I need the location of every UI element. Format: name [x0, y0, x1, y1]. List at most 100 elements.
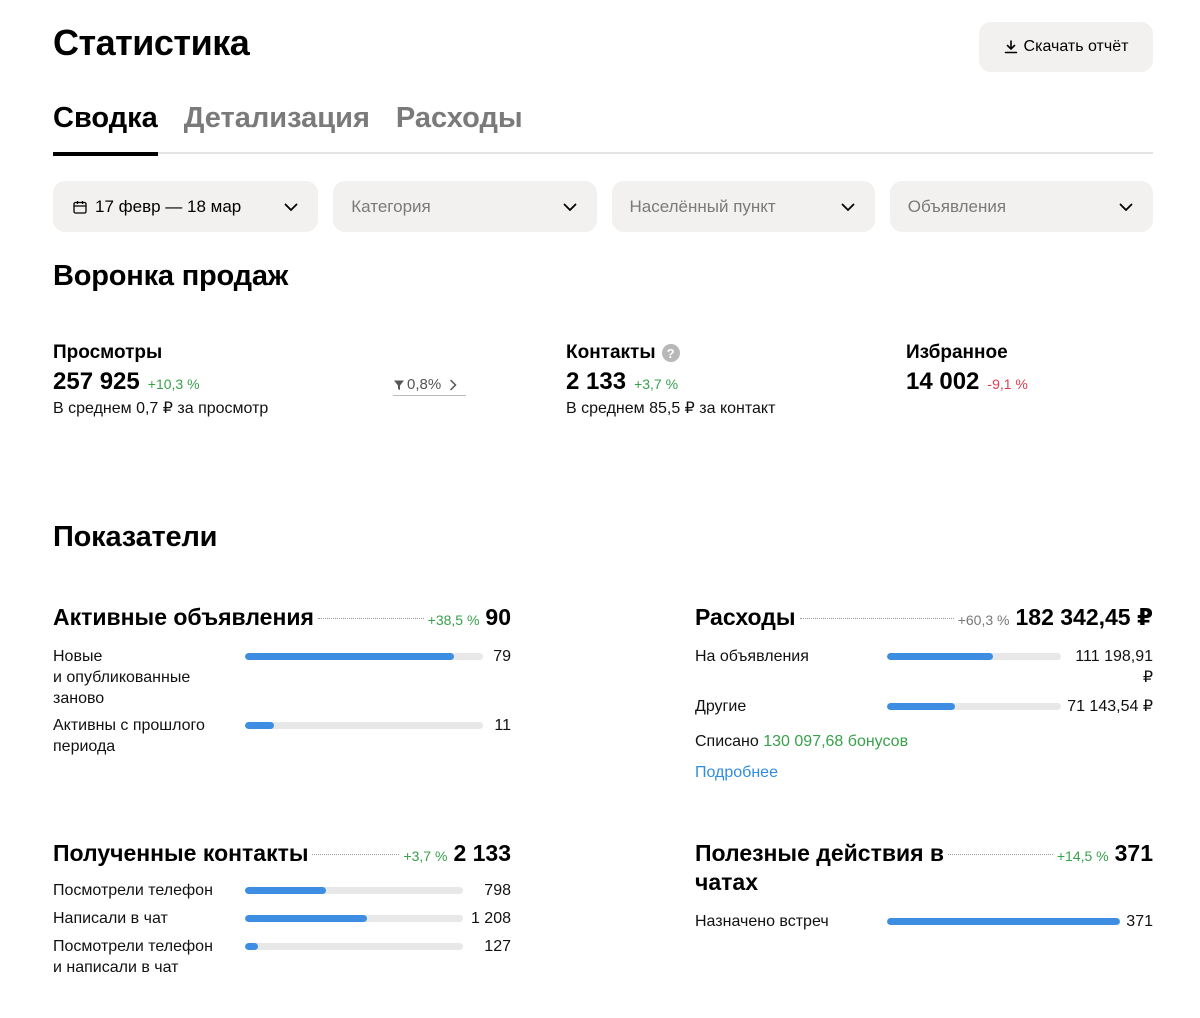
- views-value: 257 925: [53, 368, 140, 395]
- funnel-title: Воронка продаж: [53, 260, 289, 292]
- favorites-value-row: 14 002 -9,1 %: [906, 368, 1028, 396]
- favorites-delta: -9,1 %: [987, 376, 1028, 392]
- table-row: Назначено встреч 371: [695, 911, 1153, 932]
- views-avg-cost: В среднем 0,7 ₽ за просмотр: [53, 400, 269, 417]
- row-label: Активны с прошлого периода: [53, 715, 245, 757]
- expenses-title: Расходы: [695, 604, 796, 630]
- row-value: 11: [494, 717, 511, 734]
- contacts-delta: +3,7 %: [634, 376, 679, 392]
- row-value: 1 208: [470, 910, 511, 927]
- filter-bar: 17 февр — 18 мар Категория Населённый пу…: [53, 181, 1153, 232]
- favorites-value: 14 002: [906, 368, 980, 395]
- tab-bar: Сводка Детализация Расходы: [53, 98, 1153, 156]
- row-value: 71 143,54 ₽: [1067, 698, 1153, 715]
- tab-expenses[interactable]: Расходы: [395, 102, 523, 134]
- dotted-leader: [799, 618, 954, 619]
- progress-fill: [887, 703, 955, 710]
- table-row: Посмотрели телефон и написали в чат 127: [53, 936, 511, 978]
- views-value-row: 257 925 +10,3 %: [53, 368, 268, 396]
- table-row: Посмотрели телефон 798: [53, 880, 511, 901]
- row-value: 127: [484, 938, 511, 955]
- progress-bar: [245, 722, 483, 729]
- more-link[interactable]: Подробнее: [695, 764, 778, 781]
- conversion-value: 0,8%: [407, 376, 442, 393]
- expenses-rows: На объявления 111 198,91 ₽ Другие 71 143…: [695, 646, 1153, 717]
- favorites-metric: Избранное 14 002 -9,1 %: [906, 342, 1028, 396]
- download-report-label: Скачать отчёт: [1023, 38, 1129, 55]
- favorites-label: Избранное: [906, 342, 1008, 363]
- received-contacts-title: Полученные контакты: [53, 840, 309, 866]
- location-select[interactable]: Населённый пункт: [611, 181, 875, 232]
- expenses-total: 182 342,45 ₽: [1015, 604, 1153, 630]
- row-label-line: Новые: [53, 648, 103, 665]
- table-row: Написали в чат 1 208: [53, 908, 511, 929]
- progress-bar: [887, 703, 1061, 710]
- chevron-down-icon: [1119, 203, 1133, 211]
- row-label: Новые и опубликованные заново: [53, 646, 245, 709]
- row-label-line: Посмотрели телефон: [53, 938, 213, 955]
- date-range-select[interactable]: 17 февр — 18 мар: [53, 181, 319, 232]
- download-report-button[interactable]: Скачать отчёт: [979, 22, 1153, 72]
- row-label: Посмотрели телефон: [53, 882, 213, 899]
- funnel-filter-icon: [394, 380, 404, 390]
- row-label: На объявления: [695, 648, 809, 665]
- row-label-line: и опубликованные: [53, 669, 191, 686]
- dotted-leader: [948, 854, 1053, 855]
- progress-bar: [887, 653, 1061, 660]
- row-value: 79: [493, 648, 511, 665]
- progress-fill: [245, 943, 259, 950]
- table-row: Активны с прошлого периода 11: [53, 715, 511, 757]
- category-select[interactable]: Категория: [333, 181, 597, 232]
- metrics-title: Показатели: [53, 521, 218, 553]
- row-value: 111 198,91 ₽: [1075, 648, 1153, 686]
- views-delta: +10,3 %: [147, 376, 200, 392]
- chat-actions-rows: Назначено встреч 371: [695, 911, 1153, 932]
- dotted-leader: [312, 854, 400, 855]
- category-placeholder: Категория: [351, 196, 431, 216]
- expenses-header: Расходы +60,3 % 182 342,45 ₽: [695, 603, 1153, 632]
- expenses-delta: +60,3 %: [957, 612, 1010, 628]
- row-label: Написали в чат: [53, 910, 168, 927]
- row-label: Посмотрели телефон и написали в чат: [53, 936, 245, 978]
- tab-summary[interactable]: Сводка: [53, 98, 158, 156]
- progress-fill: [245, 887, 326, 894]
- contacts-metric: Контакты ? 2 133 +3,7 % В среднем 85,5 ₽…: [566, 342, 775, 418]
- chat-actions-title: Полезные действия в: [695, 840, 945, 866]
- row-label-line: заново: [53, 690, 105, 707]
- chat-actions-title-cont: чатах: [695, 869, 758, 895]
- ads-placeholder: Объявления: [907, 196, 1007, 216]
- row-label-line: Активны с прошлого: [53, 717, 205, 734]
- row-label-line: периода: [53, 738, 116, 755]
- download-icon: [1004, 40, 1017, 54]
- date-range-value: 17 февр — 18 мар: [95, 196, 242, 216]
- progress-fill: [245, 722, 274, 729]
- conversion-link[interactable]: 0,8%: [393, 376, 466, 396]
- chevron-down-icon: [563, 203, 576, 211]
- help-icon[interactable]: ?: [661, 344, 680, 362]
- bonus-prefix: Списано: [695, 733, 759, 750]
- table-row: На объявления 111 198,91 ₽: [695, 646, 1153, 688]
- progress-bar: [245, 653, 483, 660]
- row-value: 371: [1126, 913, 1153, 930]
- active-ads-rows: Новые и опубликованные заново 79 Активны…: [53, 646, 511, 757]
- views-metric: Просмотры 257 925 +10,3 % В среднем 0,7 …: [53, 342, 268, 418]
- table-row: Новые и опубликованные заново 79: [53, 646, 511, 709]
- tab-details[interactable]: Детализация: [183, 102, 370, 134]
- progress-bar: [245, 887, 463, 894]
- active-ads-delta: +38,5 %: [427, 612, 480, 628]
- received-contacts-rows: Посмотрели телефон 798 Написали в чат 1 …: [53, 880, 511, 978]
- row-label: Другие: [695, 698, 747, 715]
- chevron-down-icon: [284, 203, 298, 211]
- chat-actions-block: Полезные действия в +14,5 % 371 чатах На…: [695, 839, 1153, 932]
- chat-actions-delta: +14,5 %: [1056, 848, 1109, 864]
- contacts-value: 2 133: [566, 368, 627, 395]
- progress-bar: [245, 915, 463, 922]
- received-contacts-block: Полученные контакты +3,7 % 2 133 Посмотр…: [53, 839, 511, 978]
- location-placeholder: Населённый пункт: [629, 196, 776, 216]
- bonus-value: 130 097,68 бонусов: [763, 733, 909, 750]
- ads-select[interactable]: Объявления: [889, 181, 1153, 232]
- chevron-right-icon: [450, 379, 457, 390]
- received-contacts-delta: +3,7 %: [403, 848, 448, 864]
- expenses-block: Расходы +60,3 % 182 342,45 ₽ На объявлен…: [695, 603, 1153, 782]
- table-row: Другие 71 143,54 ₽: [695, 696, 1153, 717]
